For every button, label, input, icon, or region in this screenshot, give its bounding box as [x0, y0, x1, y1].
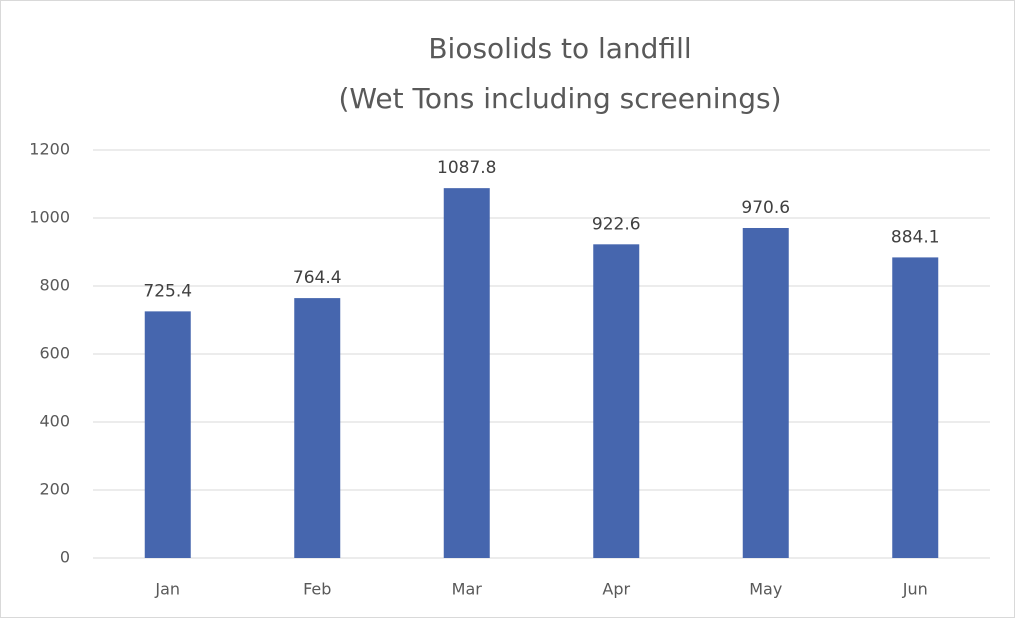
y-tick-label: 400	[39, 412, 70, 431]
data-label: 884.1	[891, 227, 940, 247]
data-label: 970.6	[741, 198, 790, 218]
y-tick-label: 200	[39, 480, 70, 499]
data-label: 1087.8	[437, 158, 496, 178]
bar	[742, 227, 789, 558]
x-tick-label: Feb	[303, 580, 331, 599]
bar	[144, 311, 191, 558]
x-tick-label: Apr	[602, 580, 630, 599]
data-label: 922.6	[592, 214, 641, 234]
bar	[294, 298, 341, 558]
chart-title: (Wet Tons including screenings)	[338, 82, 781, 115]
x-tick-label: Mar	[452, 580, 483, 599]
x-tick-label: May	[749, 580, 782, 599]
bar	[892, 257, 939, 558]
y-tick-label: 1000	[29, 208, 70, 227]
data-label: 725.4	[143, 281, 192, 301]
y-tick-label: 800	[39, 276, 70, 295]
bar	[593, 244, 640, 559]
y-tick-label: 1200	[29, 140, 70, 159]
bar	[443, 188, 490, 558]
y-tick-label: 0	[60, 548, 70, 567]
chart-title: Biosolids to landfill	[428, 32, 691, 65]
data-label: 764.4	[293, 268, 342, 288]
y-tick-label: 600	[39, 344, 70, 363]
x-tick-label: Jan	[154, 580, 180, 599]
x-tick-label: Jun	[902, 580, 928, 599]
